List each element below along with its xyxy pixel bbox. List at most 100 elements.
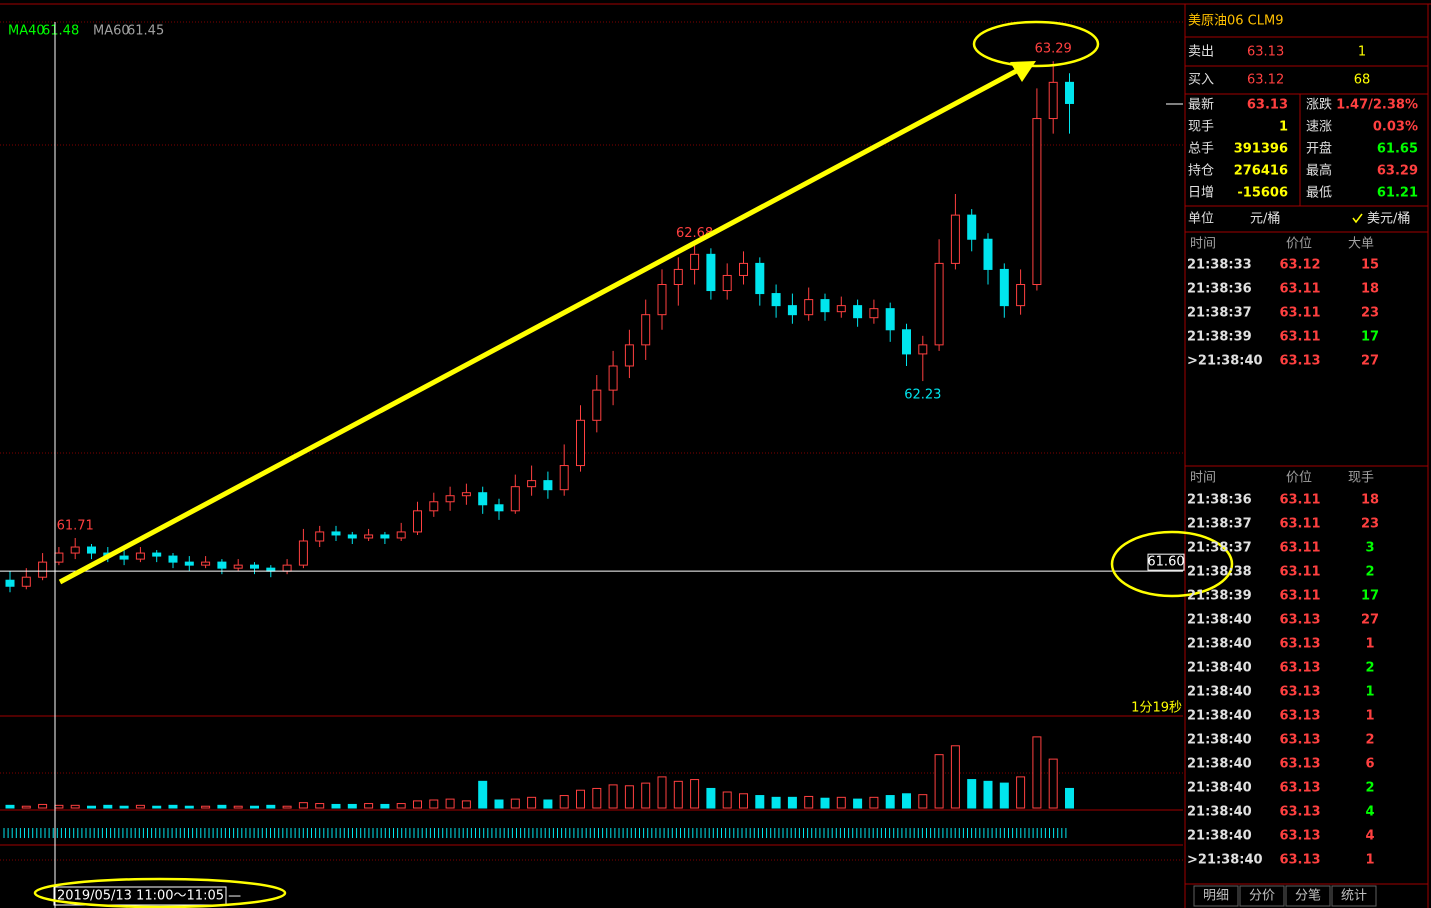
tab-label[interactable]: 分价	[1249, 889, 1275, 904]
volume-bar	[250, 805, 259, 809]
volume-bar	[527, 796, 537, 809]
check-icon	[1352, 213, 1363, 224]
row-price: 63.11	[1279, 493, 1320, 508]
volume-bar	[298, 802, 308, 809]
candle-body	[836, 305, 846, 313]
candle-body	[983, 238, 993, 270]
volume-bar	[999, 782, 1009, 809]
candle-body	[902, 329, 911, 355]
candle-body	[315, 531, 325, 542]
volume-bar	[690, 779, 700, 809]
candle-body	[396, 531, 406, 539]
quote-price: 63.13	[1247, 45, 1284, 60]
ma-name: MA40	[8, 24, 45, 39]
stat-label: 最新	[1188, 97, 1214, 113]
unit-option[interactable]: 元/桶	[1250, 212, 1280, 227]
volume-bar	[429, 799, 439, 809]
volume-bar	[934, 754, 944, 809]
tab[interactable]	[1331, 885, 1377, 907]
row-price: 63.13	[1279, 853, 1320, 868]
table-header: 大单	[1348, 237, 1374, 252]
row-qty: 4	[1365, 805, 1374, 820]
unit-label: 单位	[1188, 212, 1214, 227]
row-price: 63.13	[1279, 354, 1320, 369]
row-time: 21:38:40	[1187, 613, 1252, 628]
stat-label: 现手	[1188, 120, 1214, 135]
candle-body	[217, 561, 227, 569]
unit-option[interactable]: 美元/桶	[1367, 212, 1410, 227]
row-time: 21:38:40	[1187, 781, 1252, 796]
row-price: 63.11	[1279, 517, 1320, 532]
candle-body	[787, 305, 797, 316]
candle-body	[967, 214, 977, 240]
row-price: 63.13	[1279, 805, 1320, 820]
row-price: 63.12	[1279, 258, 1320, 273]
table-header: 现手	[1348, 471, 1374, 486]
candle-body	[673, 268, 683, 286]
price-annotation: 61.71	[57, 518, 94, 533]
volume-bar	[103, 804, 113, 809]
row-qty: 3	[1365, 541, 1374, 556]
row-qty: 27	[1361, 613, 1379, 628]
volume-bar	[315, 803, 325, 809]
candle-body	[119, 555, 129, 560]
volume-bar	[739, 793, 748, 809]
tab[interactable]	[1239, 885, 1285, 907]
volume-bar	[233, 805, 243, 809]
volume-bar	[184, 805, 194, 809]
candle-body	[38, 561, 48, 578]
volume-bar	[592, 787, 602, 809]
row-price: 63.13	[1279, 829, 1320, 844]
volume-bar	[217, 804, 227, 809]
volume-bar	[135, 804, 145, 809]
candle-body	[1032, 118, 1042, 286]
candle-body	[576, 419, 585, 467]
volume-bar	[950, 745, 960, 809]
candle-body	[624, 344, 634, 367]
row-qty: 15	[1361, 258, 1379, 273]
crosshair-label-box	[1147, 553, 1185, 571]
candle-body	[739, 262, 748, 276]
volume-bar	[1032, 736, 1042, 809]
tab-label[interactable]: 分笔	[1295, 888, 1321, 904]
tab[interactable]	[1193, 885, 1239, 907]
candle-body	[690, 253, 700, 270]
candle-body	[853, 305, 863, 319]
quote-label: 买入	[1188, 73, 1214, 88]
row-qty: 2	[1365, 661, 1374, 676]
candle-body	[722, 274, 732, 292]
trend-arrow	[58, 65, 1024, 585]
volume-bar	[1065, 787, 1074, 809]
candle-body	[201, 561, 211, 566]
row-price: 63.11	[1279, 589, 1320, 604]
volume-bar	[331, 803, 341, 809]
tab-label[interactable]: 明细	[1203, 889, 1229, 904]
stat-label: 速涨	[1306, 120, 1332, 135]
candle-body	[70, 546, 80, 554]
volume-bar	[673, 780, 683, 809]
volume-bar	[641, 782, 651, 809]
candle-body	[543, 480, 553, 491]
candle-body	[168, 555, 178, 563]
ma-value: 61.45	[127, 24, 164, 39]
stat-label: 涨跌	[1306, 97, 1332, 113]
row-qty: 2	[1365, 565, 1374, 580]
stat-value: 63.29	[1377, 164, 1418, 179]
candle-body	[918, 344, 928, 355]
tab[interactable]	[1285, 885, 1331, 907]
highlight-ellipses	[33, 20, 1234, 908]
stat-label: 最低	[1306, 186, 1332, 201]
row-qty: 23	[1361, 306, 1379, 321]
candle-body	[347, 534, 357, 539]
row-time: 21:38:40	[1187, 661, 1252, 676]
tab-label[interactable]: 统计	[1341, 889, 1367, 904]
stat-label: 日增	[1188, 186, 1214, 201]
volume-bar	[836, 796, 846, 809]
price-annotation: 63.29	[1035, 42, 1072, 57]
row-time: >21:38:40	[1187, 853, 1263, 868]
volume-bar	[706, 787, 716, 809]
volume-bar	[87, 805, 96, 809]
candle-body	[755, 262, 765, 295]
side-panel: 美原油06 CLM9 卖出 63.13 1 买入 63.12 68 最新 63.13 涨跌 1.47…	[1187, 14, 1418, 907]
